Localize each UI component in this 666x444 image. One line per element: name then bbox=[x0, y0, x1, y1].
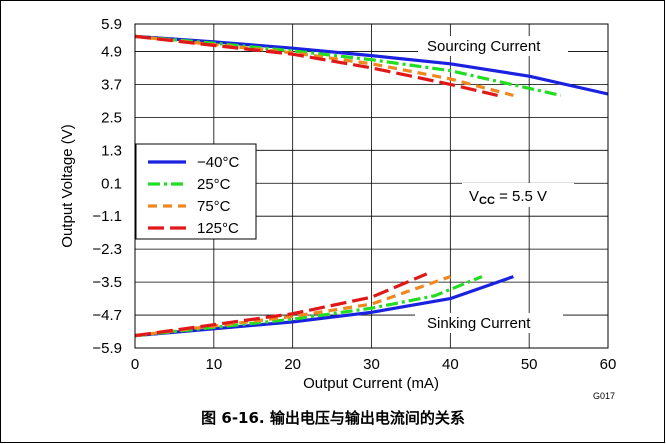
output-voltage-chart: Sourcing Current Sinking Current VCC = 5… bbox=[59, 16, 616, 401]
y-tick-label: −5.9 bbox=[92, 340, 122, 357]
series-4-sourcing-line bbox=[134, 34, 498, 97]
sinking-label: Sinking Current bbox=[427, 315, 531, 332]
x-tick-label: 0 bbox=[131, 356, 139, 373]
legend-label-4: 125°C bbox=[197, 220, 239, 237]
sourcing-label: Sourcing Current bbox=[427, 38, 541, 55]
plot-border bbox=[134, 23, 609, 349]
figure-id: G017 bbox=[593, 391, 615, 401]
x-tick-label: 10 bbox=[205, 356, 222, 373]
figure-caption: 图 6-16. 输出电压与输出电流间的关系 bbox=[201, 409, 465, 427]
legend-box bbox=[135, 143, 257, 240]
sinking-label-bg bbox=[415, 313, 563, 333]
y-tick-label: −1.1 bbox=[92, 208, 122, 225]
x-axis-title: Output Current (mA) bbox=[303, 375, 439, 392]
tick-labels: 0 10 20 30 40 50 605.94.93.72.51.30.1−1.1−2.3−… bbox=[92, 16, 616, 373]
y-tick-label: −2.3 bbox=[92, 241, 122, 258]
y-tick-label: 2.5 bbox=[101, 109, 122, 126]
vcc-label: VCC = 5.5 V bbox=[469, 188, 547, 207]
legend-label-3: 75°C bbox=[197, 198, 231, 215]
y-tick-label: 0.1 bbox=[101, 175, 122, 192]
annotations: Sourcing Current Sinking Current VCC = 5… bbox=[415, 36, 574, 333]
sourcing-label-bg bbox=[418, 36, 568, 56]
y-tick-label: −4.7 bbox=[92, 307, 122, 324]
vcc-label-bg bbox=[462, 183, 574, 207]
y-tick-label: 5.9 bbox=[101, 16, 122, 33]
y-tick-label: 3.7 bbox=[101, 76, 122, 93]
series-layer bbox=[134, 34, 609, 338]
x-tick-label: 60 bbox=[600, 356, 617, 373]
x-tick-label: 50 bbox=[521, 356, 538, 373]
vcc-subscript: CC bbox=[479, 195, 495, 207]
x-tick-label: 20 bbox=[284, 356, 301, 373]
x-tick-label: 30 bbox=[363, 356, 380, 373]
series-2-sinking-line bbox=[134, 275, 483, 338]
y-tick-label: −3.5 bbox=[92, 274, 122, 291]
series-4-sinking-line bbox=[134, 272, 428, 338]
legend: −40°C 25°C 75°C 125°C bbox=[135, 143, 257, 240]
vcc-symbol: V bbox=[469, 188, 479, 205]
legend-label-2: 25°C bbox=[197, 176, 231, 193]
legend-label-1: −40°C bbox=[197, 154, 239, 171]
y-axis-title: Output Voltage (V) bbox=[59, 124, 76, 247]
y-tick-label: 1.3 bbox=[101, 142, 122, 159]
series-1-sinking-line bbox=[134, 275, 514, 338]
y-tick-label: 4.9 bbox=[101, 43, 122, 60]
x-tick-label: 40 bbox=[442, 356, 459, 373]
vcc-value: = 5.5 V bbox=[495, 188, 547, 205]
